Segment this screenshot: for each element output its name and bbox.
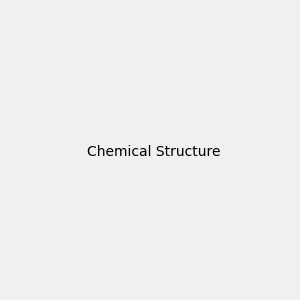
Text: Chemical Structure: Chemical Structure — [87, 145, 220, 158]
